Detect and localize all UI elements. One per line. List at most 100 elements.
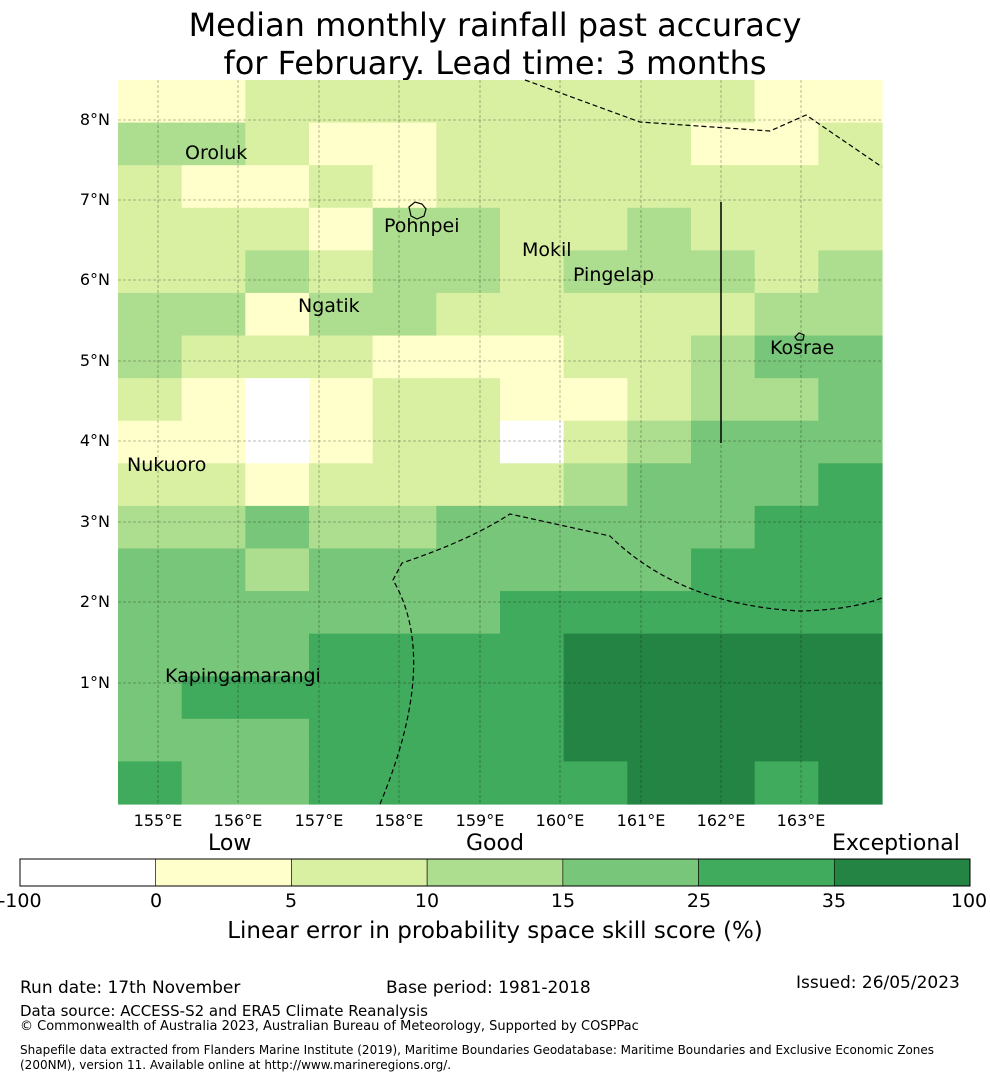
grid-cell xyxy=(372,548,437,592)
grid-cell xyxy=(118,292,183,337)
grid-cell xyxy=(627,761,692,805)
grid-cell xyxy=(436,718,501,763)
grid-cell xyxy=(436,633,501,677)
grid-cell xyxy=(372,505,437,550)
grid-cell xyxy=(627,463,692,507)
grid-cell xyxy=(627,676,692,720)
grid-cell xyxy=(245,165,310,209)
grid-cell xyxy=(118,335,183,379)
grid-cell xyxy=(181,207,246,251)
place-label-pingelap: Pingelap xyxy=(573,264,655,286)
grid-cell xyxy=(181,633,246,677)
grid-cell xyxy=(627,335,692,379)
grid-cell xyxy=(691,80,756,124)
grid-cell xyxy=(563,718,628,763)
grid-cell xyxy=(691,207,756,251)
grid-cell xyxy=(436,505,501,550)
grid-cell xyxy=(245,80,310,124)
place-label-kosrae: Kosrae xyxy=(770,337,835,359)
grid-cell xyxy=(118,207,183,251)
grid-cell xyxy=(436,207,501,251)
grid-cell xyxy=(181,250,246,294)
grid-cell xyxy=(118,676,183,720)
grid-cell xyxy=(372,718,437,763)
place-label-kapingamarangi: Kapingamarangi xyxy=(165,665,321,687)
grid-cell xyxy=(118,250,183,294)
colorbar-tick: 25 xyxy=(686,890,712,912)
grid-cell xyxy=(818,718,883,763)
place-label-mokil: Mokil xyxy=(522,239,572,261)
grid-cell xyxy=(372,80,437,124)
lon-tick-158: 158°E xyxy=(374,811,424,830)
grid-cell xyxy=(754,633,819,677)
grid-cell xyxy=(309,676,374,720)
grid-cell xyxy=(245,591,310,635)
grid-cell xyxy=(691,761,756,805)
grid-cell xyxy=(181,761,246,805)
grid-cell xyxy=(691,292,756,337)
grid-cell xyxy=(372,207,437,251)
grid-cell xyxy=(181,463,246,507)
grid-cell xyxy=(627,718,692,763)
grid-cell xyxy=(500,80,565,124)
grid-cell xyxy=(309,761,374,805)
grid-cell xyxy=(181,335,246,379)
grid-cell xyxy=(309,548,374,592)
grid-cell xyxy=(118,505,183,550)
grid-cell xyxy=(436,548,501,592)
grid-cell xyxy=(563,378,628,422)
grid-cell xyxy=(372,122,437,166)
place-label-pohnpei: Pohnpei xyxy=(384,215,460,237)
grid-cell xyxy=(500,165,565,209)
lat-tick-2: 2°N xyxy=(79,592,110,611)
grid-cell xyxy=(627,633,692,677)
grid-cell xyxy=(309,378,374,422)
lon-tick-157: 157°E xyxy=(294,811,344,830)
grid-cell xyxy=(500,250,565,294)
grid-cell xyxy=(818,292,883,337)
grid-cell xyxy=(691,591,756,635)
grid-cell xyxy=(754,80,819,124)
grid-cell xyxy=(181,122,246,166)
grid-cell xyxy=(309,591,374,635)
shapefile-credit-1: Shapefile data extracted from Flanders M… xyxy=(20,1043,935,1057)
base-period: Base period: 1981-2018 xyxy=(386,978,591,998)
grid-cell xyxy=(754,591,819,635)
grid-cell xyxy=(436,420,501,464)
grid-cell xyxy=(436,591,501,635)
grid-cell xyxy=(500,548,565,592)
grid-cell xyxy=(754,165,819,209)
grid-cell xyxy=(563,292,628,337)
grid-cell xyxy=(245,505,310,550)
lon-tick-163: 163°E xyxy=(776,811,826,830)
grid-cell xyxy=(118,591,183,635)
grid-cell xyxy=(500,420,565,464)
colorbar-label: Linear error in probability space skill … xyxy=(227,918,763,944)
colorbar-segment xyxy=(426,858,564,887)
grid-cell xyxy=(500,633,565,677)
grid-cell xyxy=(754,761,819,805)
grid-cell xyxy=(691,676,756,720)
place-label-nukuoro: Nukuoro xyxy=(127,454,207,476)
copyright: © Commonwealth of Australia 2023, Austra… xyxy=(20,1019,639,1034)
grid-cell xyxy=(372,676,437,720)
grid-cell xyxy=(500,378,565,422)
grid-cell xyxy=(118,718,183,763)
grid-cell xyxy=(500,676,565,720)
grid-cell xyxy=(245,292,310,337)
grid-cell xyxy=(309,80,374,124)
grid-cell xyxy=(754,335,819,379)
lon-tick-161: 161°E xyxy=(616,811,666,830)
grid-cell xyxy=(500,505,565,550)
lon-tick-156: 156°E xyxy=(213,811,263,830)
grid-cell xyxy=(818,80,883,124)
grid-cell xyxy=(563,591,628,635)
pohnpei-island-outline xyxy=(408,201,427,220)
lat-tick-1: 1°N xyxy=(79,673,110,692)
grid-cell xyxy=(818,505,883,550)
grid-cell xyxy=(500,718,565,763)
lat-tick-8: 8°N xyxy=(79,110,110,129)
grid-cell xyxy=(245,207,310,251)
grid-cell xyxy=(245,718,310,763)
grid-cell xyxy=(754,463,819,507)
